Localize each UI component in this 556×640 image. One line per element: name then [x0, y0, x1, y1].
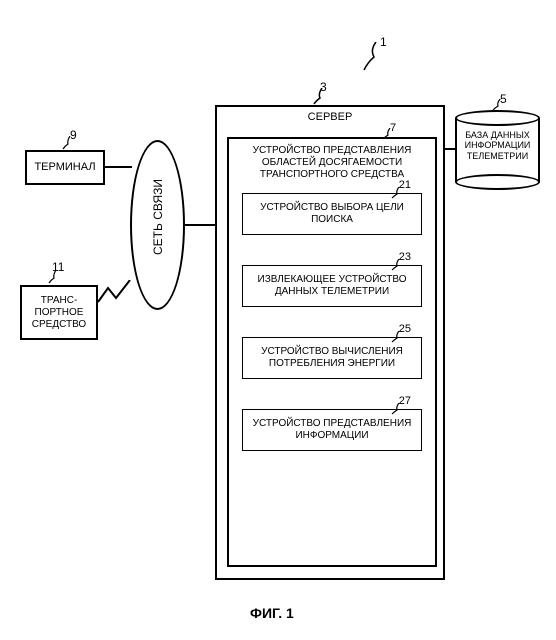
figure-caption: ФИГ. 1	[250, 605, 294, 621]
vehicle-box: ТРАНС-ПОРТНОЕ СРЕДСТВО	[20, 285, 98, 340]
vehicle-text: ТРАНС-ПОРТНОЕ СРЕДСТВО	[22, 295, 96, 331]
database-text: БАЗА ДАННЫХ ИНФОРМАЦИИ ТЕЛЕМЕТРИИ	[458, 130, 537, 161]
vehicle-pointer	[48, 270, 60, 284]
terminal-text: ТЕРМИНАЛ	[34, 161, 95, 174]
device-pointer	[382, 128, 394, 140]
network-server-line	[185, 224, 215, 226]
terminal-network-line	[105, 166, 132, 168]
device-box: УСТРОЙСТВО ПРЕДСТАВЛЕНИЯ ОБЛАСТЕЙ ДОСЯГА…	[227, 137, 437, 567]
server-db-line	[445, 148, 457, 150]
sub21-pointer	[391, 187, 403, 199]
terminal-box: ТЕРМИНАЛ	[25, 150, 105, 185]
sub27-box: УСТРОЙСТВО ПРЕДСТАВЛЕНИЯ ИНФОРМАЦИИ	[242, 409, 422, 451]
server-pointer	[312, 88, 327, 106]
sub21-box: УСТРОЙСТВО ВЫБОРА ЦЕЛИ ПОИСКА	[242, 193, 422, 235]
sub25-box: УСТРОЙСТВО ВЫЧИСЛЕНИЯ ПОТРЕБЛЕНИЯ ЭНЕРГИ…	[242, 337, 422, 379]
server-title: СЕРВЕР	[217, 111, 443, 124]
sub27-pointer	[391, 403, 403, 415]
system-pointer	[362, 42, 382, 72]
network-text: СЕТЬ СВЯЗИ	[151, 195, 165, 255]
database-cylinder: БАЗА ДАННЫХ ИНФОРМАЦИИ ТЕЛЕМЕТРИИ	[455, 110, 540, 190]
terminal-pointer	[62, 136, 74, 150]
sub23-pointer	[391, 259, 403, 271]
sub25-pointer	[391, 331, 403, 343]
vehicle-network-zigzag	[98, 280, 138, 305]
server-box: СЕРВЕР УСТРОЙСТВО ПРЕДСТАВЛЕНИЯ ОБЛАСТЕЙ…	[215, 105, 445, 580]
device-title: УСТРОЙСТВО ПРЕДСТАВЛЕНИЯ ОБЛАСТЕЙ ДОСЯГА…	[233, 143, 431, 183]
sub23-box: ИЗВЛЕКАЮЩЕЕ УСТРОЙСТВО ДАННЫХ ТЕЛЕМЕТРИИ	[242, 265, 422, 307]
